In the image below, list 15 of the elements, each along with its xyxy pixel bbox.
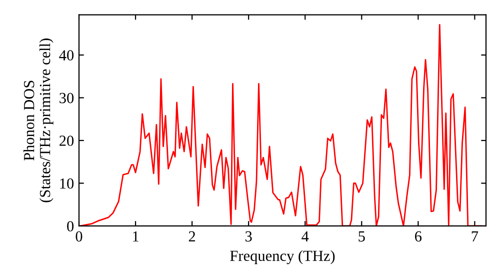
x-tick-label: 6 [415,231,422,242]
y-tick-label: 40 [59,50,74,60]
y-axis-title: Phonon DOS (States/THz·primitive cell) [23,38,54,202]
x-tick-label: 3 [245,231,252,242]
y-tick-label: 10 [60,178,74,189]
x-axis-title: Frequency (THz) [230,250,335,264]
x-tick-label: 0 [76,231,82,242]
y-tick-label: 0 [67,221,74,232]
y-tick-label: 20 [60,136,74,146]
x-tick-label: 7 [472,231,478,242]
x-tick-label: 1 [133,231,138,242]
x-tick-label: 2 [188,231,196,242]
x-tick-label: 5 [358,231,365,242]
y-tick-label: 30 [60,92,74,104]
x-tick-label: 4 [302,231,309,242]
